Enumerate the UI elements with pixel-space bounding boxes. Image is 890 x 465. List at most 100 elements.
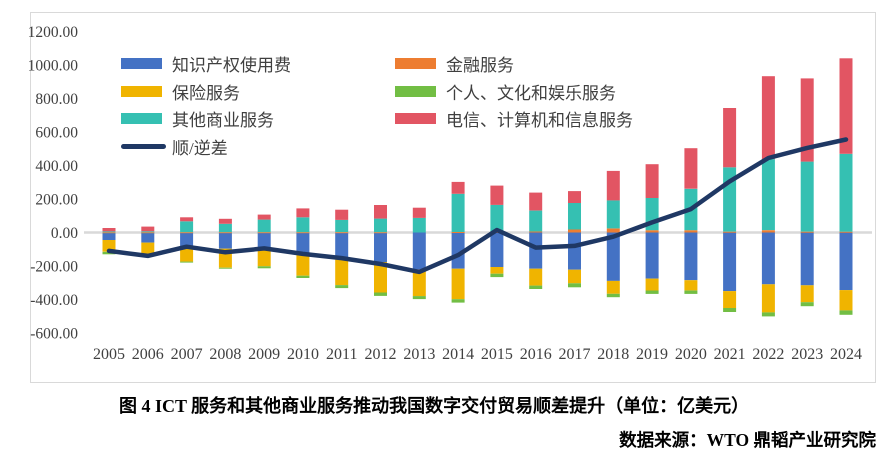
bar-segment-2016 (529, 285, 543, 289)
bar-segment-2011 (335, 285, 349, 289)
bar-segment-2012 (374, 232, 387, 262)
bar-segment-2010 (296, 275, 310, 278)
bar-segment-2015 (490, 232, 504, 267)
bar-segment-2024 (839, 153, 853, 232)
y-axis-tick-label: -200.00 (30, 259, 78, 276)
bar-segment-2005 (102, 232, 116, 240)
legend-line-swatch-icon (121, 143, 166, 149)
bar-segment-2022 (761, 284, 775, 313)
bar-segment-2009 (257, 232, 271, 234)
legend-color-swatch-icon (121, 58, 162, 70)
bar-segment-2014 (451, 232, 465, 233)
bar-segment-2019 (645, 164, 659, 198)
bar-segment-2009 (257, 232, 271, 250)
legend-right-column: 金融服务 个人、文化和娱乐服务 电信、计算机和信息服务 (395, 50, 633, 133)
x-axis-label-2015: 2015 (481, 346, 513, 363)
bar-segment-2017 (568, 232, 581, 270)
bar-segment-2021 (723, 291, 737, 308)
bar-segment-2021 (723, 231, 737, 233)
x-axis-label-2014: 2014 (442, 346, 474, 363)
bar-segment-2006 (141, 242, 155, 254)
legend-left-column: 知识产权使用费 保险服务 其他商业服务 顺/逆差 (121, 50, 291, 160)
bar-segment-2005 (102, 231, 116, 233)
bar-segment-2023 (800, 161, 814, 232)
legend-item-label: 其他商业服务 (172, 111, 274, 131)
bar-segment-2013 (412, 207, 426, 218)
legend-item-label: 保险服务 (172, 83, 240, 103)
legend-item: 电信、计算机和信息服务 (395, 105, 633, 133)
bar-segment-2023 (800, 302, 814, 307)
x-axis-label-2019: 2019 (636, 346, 668, 363)
bar-segment-2019 (645, 278, 659, 291)
x-axis-label-2023: 2023 (791, 346, 823, 363)
bar-segment-2022 (761, 230, 775, 233)
bar-segment-2012 (374, 218, 387, 233)
bar-segment-2011 (335, 232, 349, 258)
bar-segment-2022 (761, 312, 775, 317)
bar-segment-2018 (606, 200, 620, 229)
bar-segment-2014 (451, 181, 465, 194)
bar-segment-2016 (529, 192, 543, 211)
legend-item-label: 电信、计算机和信息服务 (446, 111, 633, 131)
bar-segment-2023 (800, 232, 814, 286)
bar-segment-2006 (141, 231, 155, 233)
bar-segment-2021 (723, 308, 737, 312)
bar-segment-2005 (102, 232, 116, 234)
bar-segment-2005 (102, 228, 116, 232)
bar-segment-2017 (568, 191, 581, 203)
y-axis-tick-label: -400.00 (30, 292, 78, 309)
bar-segment-2008 (218, 218, 232, 224)
bar-segment-2015 (490, 204, 504, 232)
y-axis-tick-label: 0.00 (51, 225, 78, 242)
legend-color-swatch-icon (121, 85, 162, 97)
bar-segment-2011 (335, 257, 349, 286)
bar-segment-2008 (218, 232, 232, 249)
bar-segment-2007 (180, 232, 194, 248)
legend-color-swatch-icon (395, 85, 436, 97)
bar-segment-2020 (684, 290, 698, 294)
bar-segment-2008 (218, 267, 232, 269)
y-axis-tick-label: 200.00 (35, 192, 78, 209)
x-axis-label-2006: 2006 (132, 346, 164, 363)
bar-segment-2019 (645, 290, 659, 294)
bar-segment-2007 (180, 232, 194, 234)
bar-segment-2024 (839, 58, 853, 154)
bar-segment-2011 (335, 232, 349, 234)
bar-segment-2008 (218, 232, 232, 234)
bar-segment-2014 (451, 299, 465, 303)
bar-segment-2018 (606, 293, 620, 298)
bar-segment-2016 (529, 232, 543, 269)
bar-segment-2020 (684, 280, 698, 291)
chart-border (30, 12, 876, 383)
bar-segment-2018 (606, 280, 620, 294)
bar-segment-2010 (296, 232, 310, 253)
x-axis-label-2010: 2010 (287, 346, 319, 363)
bar-segment-2022 (761, 232, 775, 285)
bar-segment-2011 (335, 209, 349, 220)
legend-item: 其他商业服务 (121, 105, 291, 133)
net-balance-line (106, 137, 849, 275)
bar-segment-2013 (412, 296, 426, 300)
y-axis-tick-label: 1200.00 (28, 24, 79, 41)
legend-color-swatch-icon (395, 58, 436, 70)
bar-segment-2012 (374, 262, 387, 293)
bar-segment-2023 (800, 231, 814, 233)
y-axis-tick-label: 800.00 (35, 91, 78, 108)
x-axis-label-2018: 2018 (597, 346, 629, 363)
x-axis-label-2020: 2020 (675, 346, 707, 363)
x-axis-label-2008: 2008 (209, 346, 241, 363)
bar-segment-2009 (257, 219, 271, 233)
x-axis-label-2022: 2022 (752, 346, 784, 363)
bar-segment-2015 (490, 185, 504, 205)
bar-segment-2007 (180, 217, 194, 222)
bar-segment-2021 (723, 232, 737, 292)
bar-segment-2016 (529, 231, 543, 233)
legend-item-label: 顺/逆差 (172, 138, 228, 158)
x-axis-label-2024: 2024 (830, 346, 862, 363)
x-axis-label-2017: 2017 (558, 346, 590, 363)
bar-segment-2012 (374, 292, 387, 296)
legend-item-label: 金融服务 (446, 56, 514, 76)
bar-segment-2006 (141, 232, 155, 243)
bar-segment-2024 (839, 290, 853, 311)
x-axis-label-2021: 2021 (714, 346, 746, 363)
